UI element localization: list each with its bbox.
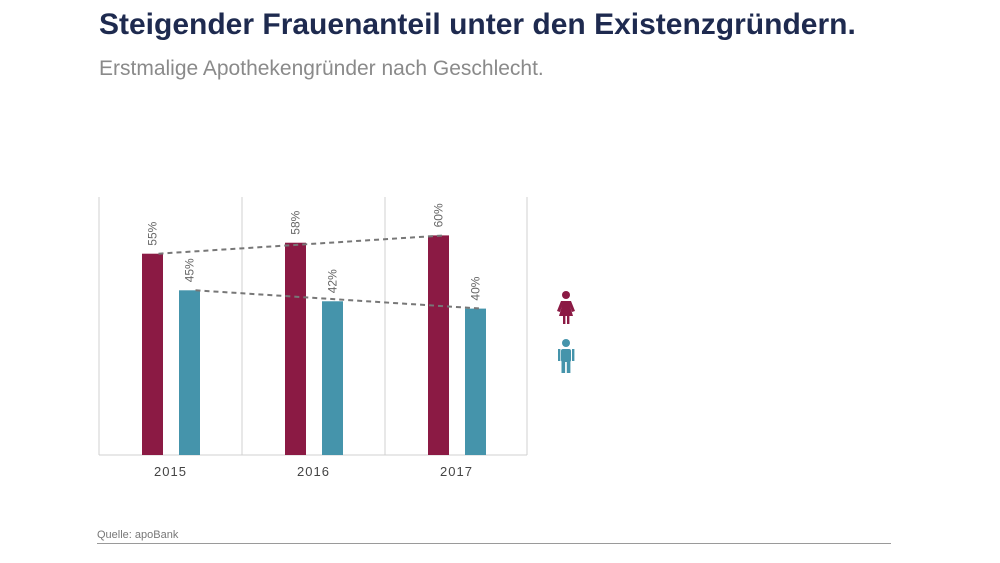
bar-männer-2016 [322, 301, 343, 455]
trend-line-männer [195, 289, 482, 310]
data-label-männer-2017: 40% [469, 276, 483, 300]
source-note: Quelle: apoBank [97, 529, 179, 541]
trend-line-frauen [158, 234, 445, 255]
bar-frauen-2015 [142, 253, 163, 455]
bar-männer-2015 [179, 290, 200, 455]
data-label-frauen-2017: 60% [432, 203, 446, 227]
source-divider [97, 543, 891, 544]
chart-subtitle: Erstmalige Apothekengründer nach Geschle… [99, 57, 544, 80]
data-label-männer-2015: 45% [183, 258, 197, 282]
chart-title: Steigender Frauenanteil unter den Existe… [99, 8, 856, 41]
data-label-frauen-2015: 55% [146, 221, 160, 245]
male-icon [558, 339, 575, 373]
female-icon [557, 291, 575, 324]
x-tick-label-2017: 2017 [440, 464, 473, 479]
data-label-männer-2016: 42% [326, 269, 340, 293]
bar-frauen-2016 [285, 242, 306, 455]
bar-männer-2017 [465, 308, 486, 455]
x-tick-label-2016: 2016 [297, 464, 330, 479]
x-tick-label-2015: 2015 [154, 464, 187, 479]
data-label-frauen-2016: 58% [289, 210, 303, 234]
bar-frauen-2017 [428, 235, 449, 455]
